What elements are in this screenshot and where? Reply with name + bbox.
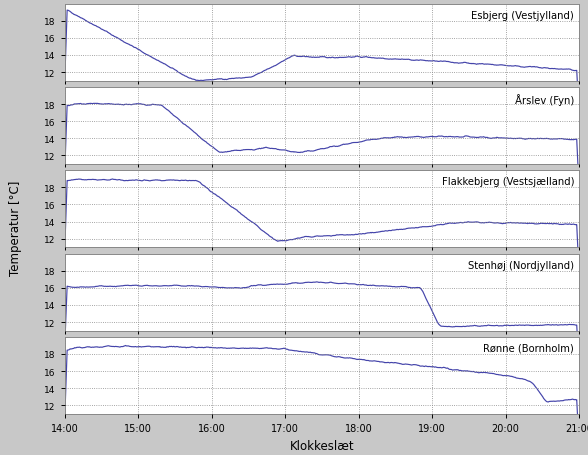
Text: Esbjerg (Vestjylland): Esbjerg (Vestjylland) <box>472 11 574 20</box>
X-axis label: Klokkeslæt: Klokkeslæt <box>290 439 354 451</box>
Text: Rønne (Bornholm): Rønne (Bornholm) <box>483 343 574 353</box>
Text: Stenhøj (Nordjylland): Stenhøj (Nordjylland) <box>468 260 574 270</box>
Text: Flakkebjerg (Vestsjælland): Flakkebjerg (Vestsjælland) <box>442 177 574 187</box>
Text: Temperatur [°C]: Temperatur [°C] <box>9 180 22 275</box>
Text: Årslev (Fyn): Årslev (Fyn) <box>514 94 574 106</box>
